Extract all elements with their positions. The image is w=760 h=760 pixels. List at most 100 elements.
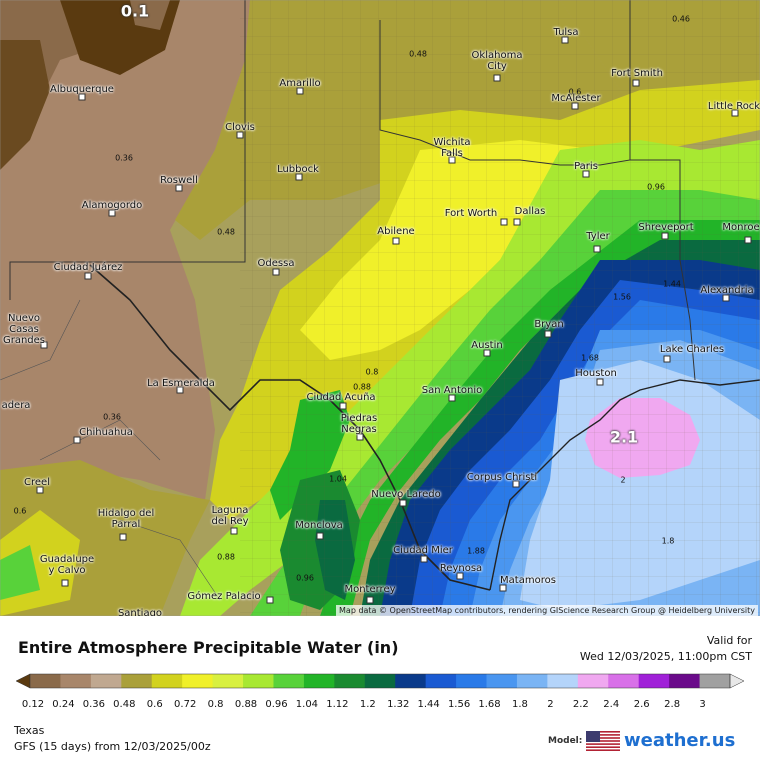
city-label: Lake Charles bbox=[659, 344, 725, 355]
scale-min-arrow bbox=[15, 673, 31, 689]
scale-swatch bbox=[425, 674, 457, 688]
city-dot bbox=[84, 272, 92, 280]
city-label: Odessa bbox=[257, 258, 295, 269]
scale-swatch bbox=[516, 674, 548, 688]
scale-tick-label: 0.88 bbox=[234, 699, 258, 710]
city-dot bbox=[356, 433, 364, 441]
city-dot bbox=[295, 173, 303, 181]
city-label: McAlester bbox=[551, 93, 601, 104]
scale-tick-label: 1.68 bbox=[478, 699, 501, 710]
city-label: Paris bbox=[574, 161, 598, 172]
city-dot bbox=[493, 74, 501, 82]
scale-tick-label: 0.48 bbox=[113, 699, 136, 710]
city-label: Ciudad Juárez bbox=[53, 262, 123, 273]
city-dot bbox=[175, 184, 183, 192]
scale-tick-label: 1.32 bbox=[387, 699, 410, 710]
city-label: Matamoros bbox=[500, 575, 556, 586]
city-label: Reynosa bbox=[439, 563, 483, 574]
city-label: Monterrey bbox=[344, 584, 396, 595]
city-dot bbox=[512, 480, 520, 488]
scale-tick-label: 0.72 bbox=[174, 699, 197, 710]
scale-swatch bbox=[547, 674, 579, 688]
scale-tick-label: 1.04 bbox=[295, 699, 319, 710]
scale-tick-label: 0.8 bbox=[207, 699, 224, 710]
city-label: Monclova bbox=[295, 520, 343, 531]
city-label: Laguna del Rey bbox=[211, 505, 249, 527]
city-dot bbox=[420, 555, 428, 563]
scale-tick-label: 0.96 bbox=[265, 699, 288, 710]
city-dot bbox=[272, 268, 280, 276]
map-field bbox=[0, 0, 760, 616]
scale-tick-label: 2.6 bbox=[633, 699, 650, 710]
city-label: Tyler bbox=[586, 231, 610, 242]
city-label: Houston bbox=[575, 368, 617, 379]
precipitable-water-map[interactable]: 0.1 2.1 0.46 0.48 0.6 0.36 0.48 0.96 1.4… bbox=[0, 0, 760, 616]
contour-label: 0.36 bbox=[115, 153, 133, 163]
scale-tick-label: 0.36 bbox=[82, 699, 105, 710]
city-label: Amarillo bbox=[279, 78, 321, 89]
weather-us-logo[interactable]: weather.us bbox=[624, 730, 736, 751]
contour-label: 0.48 bbox=[217, 227, 235, 237]
city-label: Chihuahua bbox=[79, 427, 133, 438]
us-flag-icon bbox=[586, 731, 620, 751]
city-dot bbox=[582, 170, 590, 178]
scale-swatch bbox=[364, 674, 396, 688]
city-label: Guadalupe y Calvo bbox=[39, 554, 95, 576]
city-label: adera bbox=[1, 400, 31, 411]
contour-label: 0.88 bbox=[353, 382, 371, 392]
contour-label: 2 bbox=[620, 475, 626, 485]
city-dot bbox=[266, 596, 274, 604]
scale-tick-label: 1.56 bbox=[447, 699, 471, 710]
city-label: San Antonio bbox=[421, 385, 483, 396]
city-label: Little Rock bbox=[707, 101, 760, 112]
scale-max-arrow bbox=[729, 673, 745, 689]
city-dot bbox=[544, 330, 552, 338]
valid-for-label: Valid for bbox=[706, 634, 752, 647]
scale-tick-label: 0.24 bbox=[52, 699, 75, 710]
scale-swatch bbox=[334, 674, 366, 688]
contour-label: 1.04 bbox=[329, 474, 347, 484]
scale-tick-label: 2 bbox=[547, 699, 554, 710]
city-label: Nuevo Laredo bbox=[371, 489, 441, 500]
city-dot bbox=[176, 386, 184, 394]
legend-title: Entire Atmosphere Precipitable Water (in… bbox=[18, 638, 399, 657]
contour-label: 0.6 bbox=[568, 87, 582, 97]
legend-panel: Entire Atmosphere Precipitable Water (in… bbox=[0, 616, 760, 760]
city-dot bbox=[731, 109, 739, 117]
city-label: Lubbock bbox=[277, 164, 319, 175]
city-label: Ciudad Acuña bbox=[306, 392, 376, 403]
scale-swatch bbox=[456, 674, 488, 688]
city-dot bbox=[61, 579, 69, 587]
scale-tick-label: 3 bbox=[699, 699, 706, 710]
city-dot bbox=[366, 596, 374, 604]
city-label: Ciudad Mier bbox=[393, 545, 453, 556]
map-max-label: 0.1 bbox=[120, 1, 150, 21]
city-dot bbox=[40, 341, 48, 349]
city-label: Tulsa bbox=[553, 27, 579, 38]
scale-swatch bbox=[395, 674, 427, 688]
model-label: Model: bbox=[548, 736, 583, 746]
scale-swatch bbox=[608, 674, 640, 688]
scale-tick-label: 1.44 bbox=[417, 699, 440, 710]
city-dot bbox=[500, 218, 508, 226]
city-label: Fort Smith bbox=[611, 68, 663, 79]
city-label: Austin bbox=[471, 340, 503, 351]
city-label: Shreveport bbox=[638, 222, 694, 233]
city-label: Roswell bbox=[160, 175, 198, 186]
scale-swatch bbox=[303, 674, 335, 688]
scale-tick-label: 2.8 bbox=[664, 699, 681, 710]
contour-label: 0.88 bbox=[217, 552, 235, 562]
city-dot bbox=[722, 294, 730, 302]
city-dot bbox=[316, 532, 324, 540]
model-run: GFS (15 days) from 12/03/2025/00z bbox=[14, 740, 211, 753]
city-dot bbox=[448, 156, 456, 164]
scale-swatch bbox=[151, 674, 183, 688]
city-dot bbox=[456, 572, 464, 580]
city-label: La Esmeralda bbox=[147, 378, 215, 389]
contour-label: 0.46 bbox=[672, 14, 690, 24]
city-label: Nuevo Casas Grandes bbox=[2, 313, 46, 346]
contour-label: 1.44 bbox=[663, 279, 681, 289]
city-dot bbox=[230, 527, 238, 535]
city-label: Oklahoma City bbox=[471, 50, 523, 72]
city-label: Gómez Palacio bbox=[187, 591, 261, 602]
